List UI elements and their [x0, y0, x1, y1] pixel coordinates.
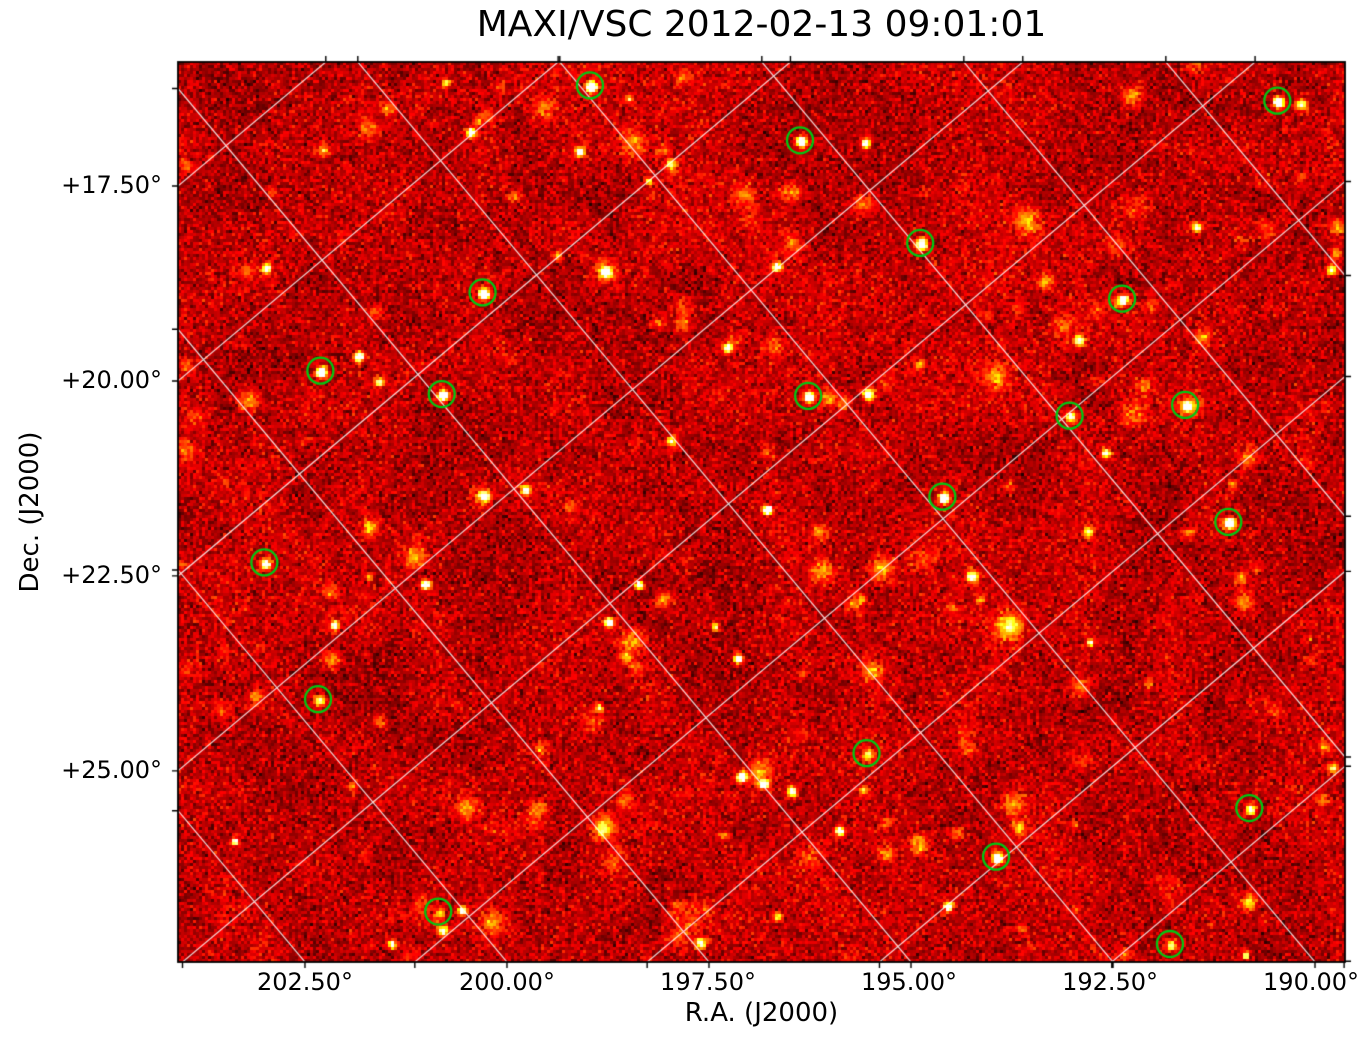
x-axis-label: R.A. (J2000) [684, 998, 839, 1028]
x-tick-label: 202.50° [256, 968, 353, 996]
y-tick-label: +22.50° [61, 560, 162, 589]
y-tick-label: +25.00° [61, 756, 162, 785]
sky-image-canvas [168, 52, 1355, 972]
x-tick-label: 197.50° [660, 968, 757, 996]
x-tick-label: 200.00° [458, 968, 555, 996]
y-tick-label: +20.00° [61, 365, 162, 394]
x-tick-label: 195.00° [861, 968, 957, 996]
y-tick-label: +17.50° [61, 171, 162, 200]
chart-title: MAXI/VSC 2012-02-13 09:01:01 [476, 4, 1047, 45]
x-tick-label: 190.00° [1263, 968, 1360, 996]
x-tick-label: 192.50° [1062, 968, 1159, 996]
